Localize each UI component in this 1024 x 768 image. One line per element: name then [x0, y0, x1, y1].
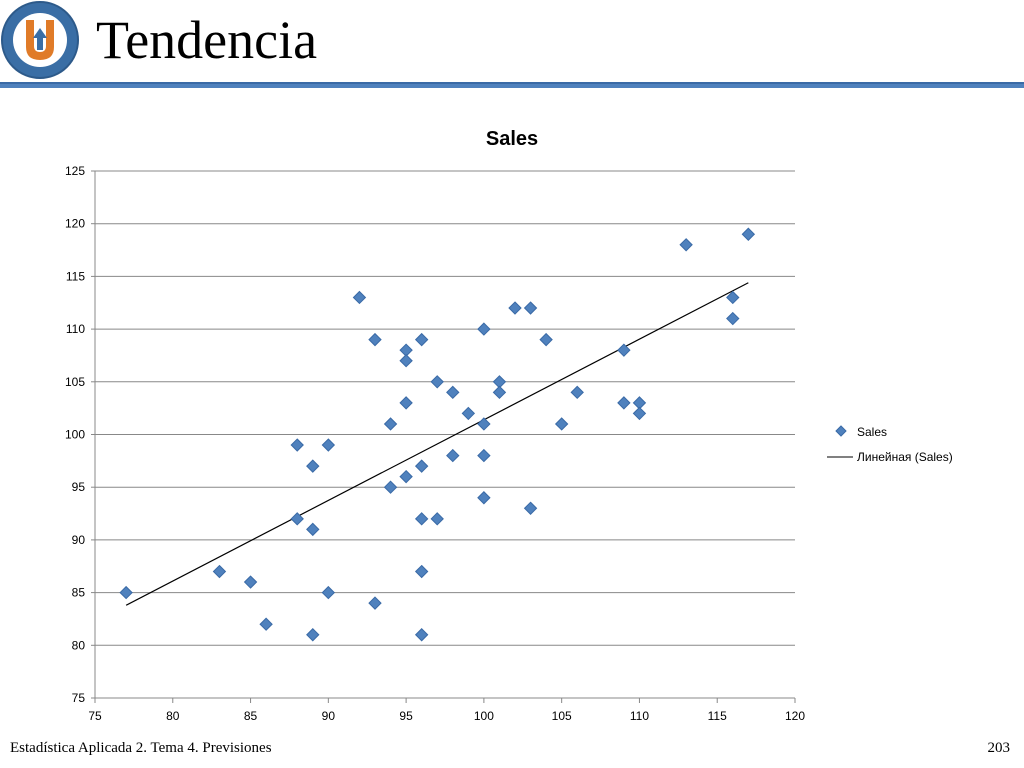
- data-point: [414, 628, 429, 642]
- x-tick-label: 105: [552, 709, 572, 723]
- data-point: [352, 290, 367, 305]
- x-tick-label: 75: [88, 709, 102, 723]
- data-point: [321, 585, 336, 600]
- data-point: [477, 417, 491, 431]
- data-point: [617, 343, 631, 357]
- page-number: 203: [987, 740, 1011, 756]
- y-tick-label: 85: [72, 586, 86, 600]
- data-point: [617, 396, 631, 410]
- seal-arrow: [33, 28, 47, 50]
- data-point: [430, 512, 444, 526]
- x-tick-label: 120: [785, 709, 805, 723]
- data-point: [726, 290, 740, 305]
- x-tick-label: 90: [322, 709, 336, 723]
- y-tick-label: 120: [65, 217, 85, 231]
- data-point: [477, 448, 491, 463]
- data-point: [446, 385, 460, 400]
- y-tick-label: 110: [66, 322, 85, 336]
- data-point: [508, 301, 522, 315]
- data-point: [243, 575, 258, 589]
- data-point: [726, 311, 740, 326]
- data-point: [741, 227, 756, 241]
- data-point: [306, 628, 320, 642]
- title-divider: [0, 82, 1024, 88]
- data-point: [306, 459, 320, 473]
- data-point: [259, 617, 273, 631]
- trendline-layer: [125, 282, 749, 606]
- y-axis-ticks: 75 80 85 90 95 100 105 110 115 120 125: [65, 164, 95, 705]
- data-point: [492, 385, 507, 400]
- data-point: [383, 480, 398, 494]
- data-point: [539, 332, 553, 347]
- data-point: [523, 501, 538, 515]
- data-point: [368, 332, 382, 347]
- data-point: [399, 396, 413, 410]
- title-divider-main: [0, 82, 1024, 88]
- data-point: [430, 375, 444, 389]
- x-tick-label: 115: [708, 709, 727, 723]
- chart-title: Sales: [486, 128, 538, 150]
- x-tick-label: 95: [399, 709, 413, 723]
- title-divider-accent: [0, 82, 1024, 84]
- data-point: [212, 564, 227, 579]
- data-point: [290, 438, 304, 452]
- data-point: [383, 417, 398, 431]
- x-axis-ticks: 75 80 85 90 95 100 105 110 115 120: [88, 698, 805, 723]
- data-point: [414, 564, 429, 579]
- data-point: [477, 322, 491, 336]
- data-point: [321, 438, 336, 452]
- data-point: [477, 491, 491, 505]
- data-point: [461, 406, 476, 421]
- data-points: [119, 227, 756, 642]
- data-point: [523, 301, 538, 315]
- slide-footer: Estadística Aplicada 2. Tema 4. Previsio…: [10, 740, 272, 756]
- data-point: [119, 585, 133, 600]
- chart-legend: Sales Линейная (Sales): [827, 425, 953, 464]
- data-point: [399, 354, 413, 368]
- data-point: [290, 512, 304, 526]
- x-tick-label: 80: [166, 709, 180, 723]
- legend-marker-sales: [835, 425, 847, 437]
- data-point: [399, 469, 413, 484]
- data-point: [414, 332, 429, 347]
- data-point: [554, 417, 569, 431]
- y-tick-label: 80: [72, 638, 86, 652]
- y-tick-label: 100: [65, 428, 85, 442]
- y-tick-label: 125: [65, 164, 85, 178]
- data-point: [570, 385, 584, 400]
- y-tick-label: 75: [72, 691, 86, 705]
- data-point: [632, 406, 647, 421]
- data-point: [306, 522, 320, 537]
- data-point: [446, 448, 460, 463]
- y-tick-label: 90: [72, 533, 86, 547]
- slide-title: Tendencia: [96, 10, 318, 70]
- data-point: [368, 596, 382, 610]
- y-tick-label: 105: [65, 375, 85, 389]
- legend-label-trendline: Линейная (Sales): [857, 450, 953, 464]
- university-seal-icon: [1, 1, 79, 79]
- x-tick-label: 110: [630, 709, 649, 723]
- y-tick-label: 115: [66, 269, 85, 283]
- legend-label-sales: Sales: [857, 425, 887, 439]
- data-point: [414, 512, 429, 526]
- data-point: [414, 459, 429, 473]
- y-tick-label: 95: [72, 480, 86, 494]
- seal-letter-u: [26, 20, 54, 60]
- x-tick-label: 85: [244, 709, 258, 723]
- chart-gridlines: [95, 170, 795, 646]
- trendline: [125, 282, 749, 606]
- data-point: [679, 238, 693, 252]
- x-tick-label: 100: [474, 709, 494, 723]
